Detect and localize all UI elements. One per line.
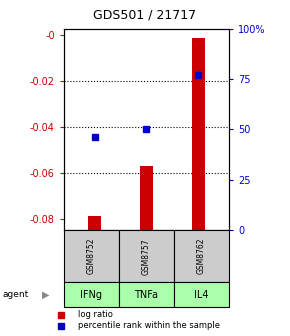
Text: GSM8762: GSM8762 <box>197 238 206 275</box>
Text: agent: agent <box>3 290 29 299</box>
Bar <box>64 230 119 282</box>
Bar <box>140 166 153 230</box>
Text: GSM8752: GSM8752 <box>87 238 96 275</box>
Bar <box>119 230 174 282</box>
Bar <box>174 282 229 307</box>
Text: ▶: ▶ <box>42 290 50 300</box>
Bar <box>88 216 101 230</box>
Bar <box>192 38 204 230</box>
Text: GDS501 / 21717: GDS501 / 21717 <box>93 9 197 22</box>
Text: IFNg: IFNg <box>80 290 102 300</box>
Text: IL4: IL4 <box>194 290 209 300</box>
Bar <box>174 230 229 282</box>
Text: log ratio: log ratio <box>78 310 113 319</box>
Bar <box>64 282 119 307</box>
Text: percentile rank within the sample: percentile rank within the sample <box>78 321 220 330</box>
Bar <box>119 282 174 307</box>
Text: GSM8757: GSM8757 <box>142 238 151 275</box>
Text: TNFa: TNFa <box>135 290 158 300</box>
